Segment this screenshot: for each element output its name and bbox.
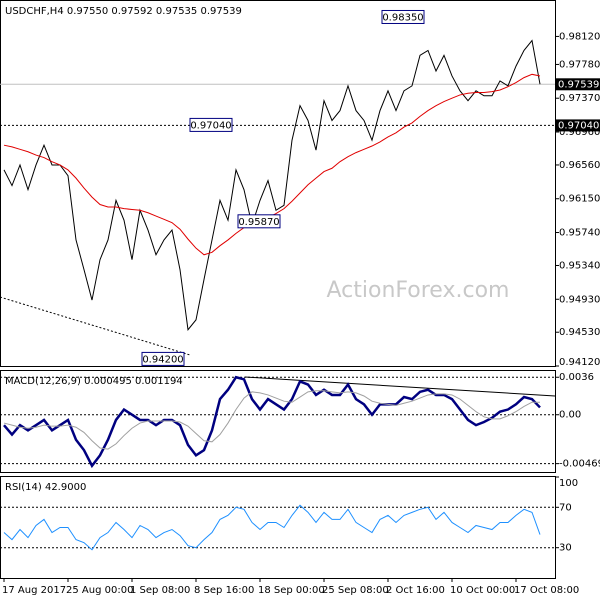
trend-line — [0, 296, 191, 356]
series-line — [3, 39, 541, 331]
y-tick-label: 0.98120 — [559, 31, 600, 42]
annotation-box — [237, 214, 281, 229]
series-line — [3, 375, 541, 469]
price-label: 0.97539 — [558, 79, 599, 90]
y-tick-label: 70 — [559, 502, 572, 513]
price-label-box — [556, 78, 600, 91]
panel-title: RSI(14) 42.9000 — [5, 482, 86, 493]
x-tick-label: 17 Aug 2017 — [2, 585, 66, 596]
y-tick-label: 0.94120 — [559, 357, 600, 368]
x-tick-label: 2 Oct 16:00 — [386, 585, 445, 596]
y-tick-label: 0.97780 — [559, 59, 600, 70]
y-tick-label: 0.94530 — [559, 327, 600, 338]
y-tick-label: 0.96960 — [559, 127, 600, 138]
price-panel — [0, 0, 556, 367]
y-tick-label: 0.94930 — [559, 294, 600, 305]
y-tick-label: 100 — [559, 478, 578, 489]
annotation-box — [141, 351, 185, 366]
price-label: 0.97040 — [558, 120, 599, 131]
panel-title: MACD(12,26,9) 0.000495 0.001194 — [5, 376, 183, 387]
annotation-label: 0.94200 — [142, 354, 183, 365]
y-tick-label: 0.00 — [559, 410, 581, 421]
y-tick-label: 0.96560 — [559, 160, 600, 171]
watermark: ActionForex.com — [327, 278, 510, 303]
y-tick-label: 0.95740 — [559, 228, 600, 239]
macd-panel — [0, 370, 556, 473]
x-tick-label: 10 Oct 00:00 — [450, 585, 515, 596]
annotation-label: 0.95870 — [238, 217, 279, 228]
x-tick-label: 17 Oct 08:00 — [514, 585, 579, 596]
macd-trend-line — [244, 376, 556, 397]
annotation-label: 0.97040 — [190, 120, 231, 131]
y-tick-label: 0.97370 — [559, 93, 600, 104]
annotation-label: 0.98350 — [382, 12, 423, 23]
x-tick-label: 25 Aug 00:00 — [66, 585, 133, 596]
y-tick-label: 0.95340 — [559, 260, 600, 271]
x-tick-label: 18 Sep 00:00 — [258, 585, 325, 596]
y-tick-label: 30 — [559, 543, 572, 554]
rsi-panel — [0, 476, 556, 579]
x-tick-label: 8 Sep 16:00 — [194, 585, 254, 596]
y-tick-label: -0.004696 — [559, 459, 600, 470]
price-label-box — [556, 119, 600, 132]
y-tick-label: 0.0036 — [559, 372, 594, 383]
y-tick-label: 0.96150 — [559, 194, 600, 205]
panel-title: USDCHF,H4 0.97550 0.97592 0.97535 0.9753… — [5, 6, 242, 17]
annotation-box — [189, 117, 233, 132]
x-tick-label: 1 Sep 08:00 — [130, 585, 190, 596]
series-line — [3, 390, 540, 450]
series-line — [3, 504, 541, 551]
x-tick-label: 25 Sep 08:00 — [322, 585, 389, 596]
annotation-box — [381, 9, 425, 24]
